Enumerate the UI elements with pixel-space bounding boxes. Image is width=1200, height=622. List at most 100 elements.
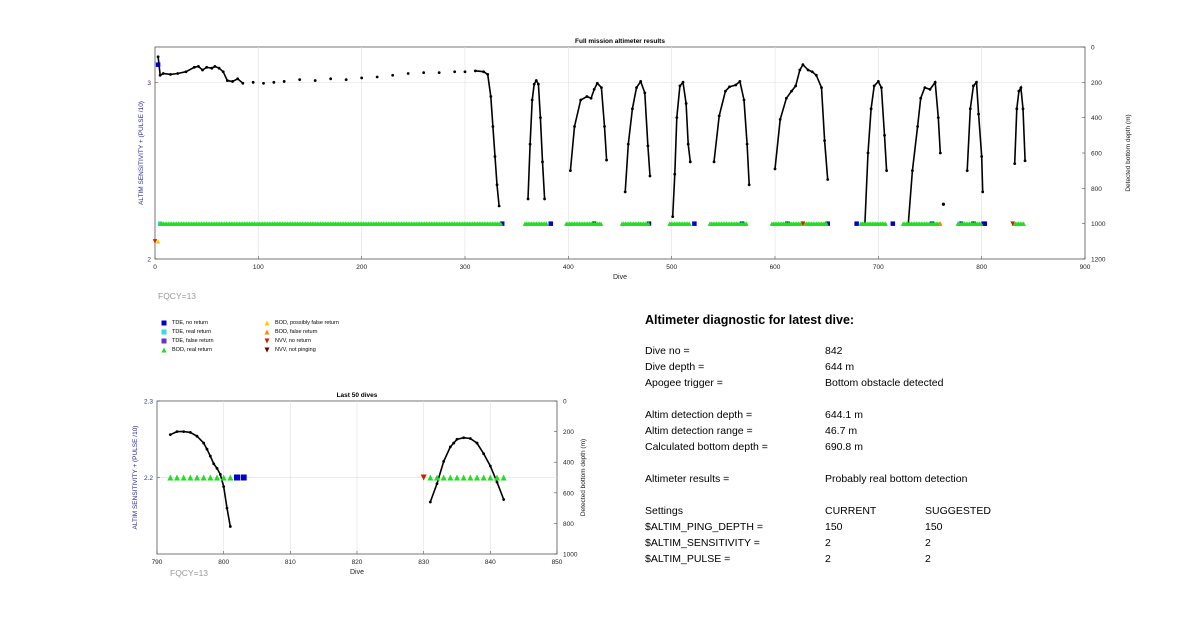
setting-suggested: 150	[925, 521, 943, 533]
depth-point	[251, 80, 255, 84]
status-marker	[180, 474, 187, 481]
legend-marker	[161, 329, 167, 335]
status-marker	[155, 62, 161, 67]
diag-label: Altim detection range =	[645, 425, 753, 437]
depth-point	[790, 89, 793, 93]
depth-point	[798, 68, 802, 72]
depth-profile-line	[1013, 84, 1026, 164]
settings-header-suggested: SUGGESTED	[925, 505, 991, 517]
depth-point	[814, 73, 818, 77]
legend-marker	[264, 320, 270, 326]
depth-point	[482, 452, 486, 456]
diag-label: Dive no =	[645, 345, 690, 357]
depth-point	[603, 125, 606, 128]
depth-point	[928, 88, 932, 91]
bod-real-marker	[544, 221, 549, 226]
depth-point	[605, 158, 608, 162]
legend-symbol	[161, 347, 167, 353]
bod-real-marker	[498, 221, 504, 226]
depth-point	[626, 142, 630, 146]
y-tick-label: 2.2	[144, 475, 153, 482]
status-marker	[234, 474, 240, 481]
depth-point	[778, 118, 782, 121]
depth-point	[826, 178, 830, 181]
depth-point	[455, 437, 459, 441]
depth-point	[452, 441, 456, 445]
depth-point	[623, 190, 627, 194]
depth-point	[820, 86, 823, 90]
depth-point	[1019, 86, 1023, 90]
depth-point	[684, 102, 688, 105]
diag-row-bottom-depth: Calculated bottom depth = 690.8 m	[645, 441, 1165, 457]
depth-point	[236, 77, 240, 81]
depth-profile-line	[864, 80, 888, 224]
status-marker	[499, 221, 505, 226]
x-tick-label: 600	[770, 264, 781, 271]
depth-point	[981, 190, 985, 194]
status-marker	[220, 474, 227, 481]
y-axis-label: ALTIM SENSITIVITY + (PULSE /10)	[132, 426, 139, 530]
diag-value: 46.7 m	[825, 425, 858, 437]
depth-point	[428, 500, 432, 504]
depth-point	[919, 96, 923, 100]
depth-point	[536, 82, 540, 86]
status-marker	[1010, 221, 1015, 226]
y-right-tick-label: 600	[563, 490, 574, 497]
diag-label: Altim detection depth =	[645, 409, 753, 421]
depth-point	[977, 112, 980, 116]
depth-point	[595, 81, 599, 85]
depth-point	[933, 80, 937, 84]
diag-row-dive-depth: Dive depth = 644 m	[645, 361, 1165, 377]
settings-row-pulse: $ALTIM_PULSE = 2 2	[645, 553, 1165, 569]
y-right-tick-label: 200	[1091, 80, 1102, 87]
diag-row-detection-range: Altim detection range = 46.7 m	[645, 425, 1165, 441]
status-marker	[427, 474, 434, 481]
depth-point	[532, 82, 536, 86]
y-tick-label: 2.3	[144, 399, 153, 406]
depth-point	[968, 107, 972, 111]
depth-point	[221, 70, 225, 74]
diagnostic-panel: Altimeter diagnostic for latest dive: Di…	[645, 313, 1165, 569]
depth-point	[201, 68, 204, 72]
chart-title: Full mission altimeter results	[575, 38, 665, 45]
depth-point	[182, 430, 186, 433]
depth-point	[823, 139, 826, 143]
status-marker	[825, 221, 830, 226]
bod-real-marker	[883, 221, 888, 226]
legend-marker	[161, 347, 167, 353]
bod-real-marker	[687, 221, 692, 226]
status-marker	[187, 474, 194, 481]
depth-point	[176, 72, 180, 75]
depth-point	[215, 466, 219, 470]
depth-point	[473, 69, 477, 73]
depth-point	[442, 460, 446, 463]
settings-row-sensitivity: $ALTIM_SENSITIVITY = 2 2	[645, 537, 1165, 553]
setting-name: $ALTIM_SENSITIVITY =	[645, 537, 760, 549]
depth-point	[493, 155, 497, 158]
diag-row-dive-no: Dive no = 842	[645, 345, 1165, 361]
x-tick-label: 810	[285, 559, 296, 566]
status-marker	[155, 239, 161, 244]
depth-profile-line	[624, 79, 651, 192]
x-tick-label: 850	[552, 559, 563, 566]
x-tick-label: 830	[418, 559, 429, 566]
settings-header-label: Settings	[645, 505, 683, 517]
depth-point	[734, 83, 738, 87]
depth-point	[195, 434, 199, 438]
status-marker	[460, 474, 467, 481]
status-marker	[500, 474, 507, 481]
legend-marker	[264, 338, 270, 344]
depth-point	[262, 81, 265, 85]
legend-symbol	[264, 338, 270, 344]
depth-point	[573, 125, 576, 128]
depth-point	[810, 70, 814, 74]
depth-point	[975, 80, 978, 84]
setting-current: 2	[825, 553, 831, 565]
depth-point	[688, 160, 692, 164]
depth-point	[192, 65, 196, 69]
status-marker	[982, 221, 988, 226]
x-tick-label: 800	[976, 264, 987, 271]
diag-label: Dive depth =	[645, 361, 705, 373]
depth-point	[678, 84, 682, 88]
legend-symbol	[161, 338, 167, 344]
